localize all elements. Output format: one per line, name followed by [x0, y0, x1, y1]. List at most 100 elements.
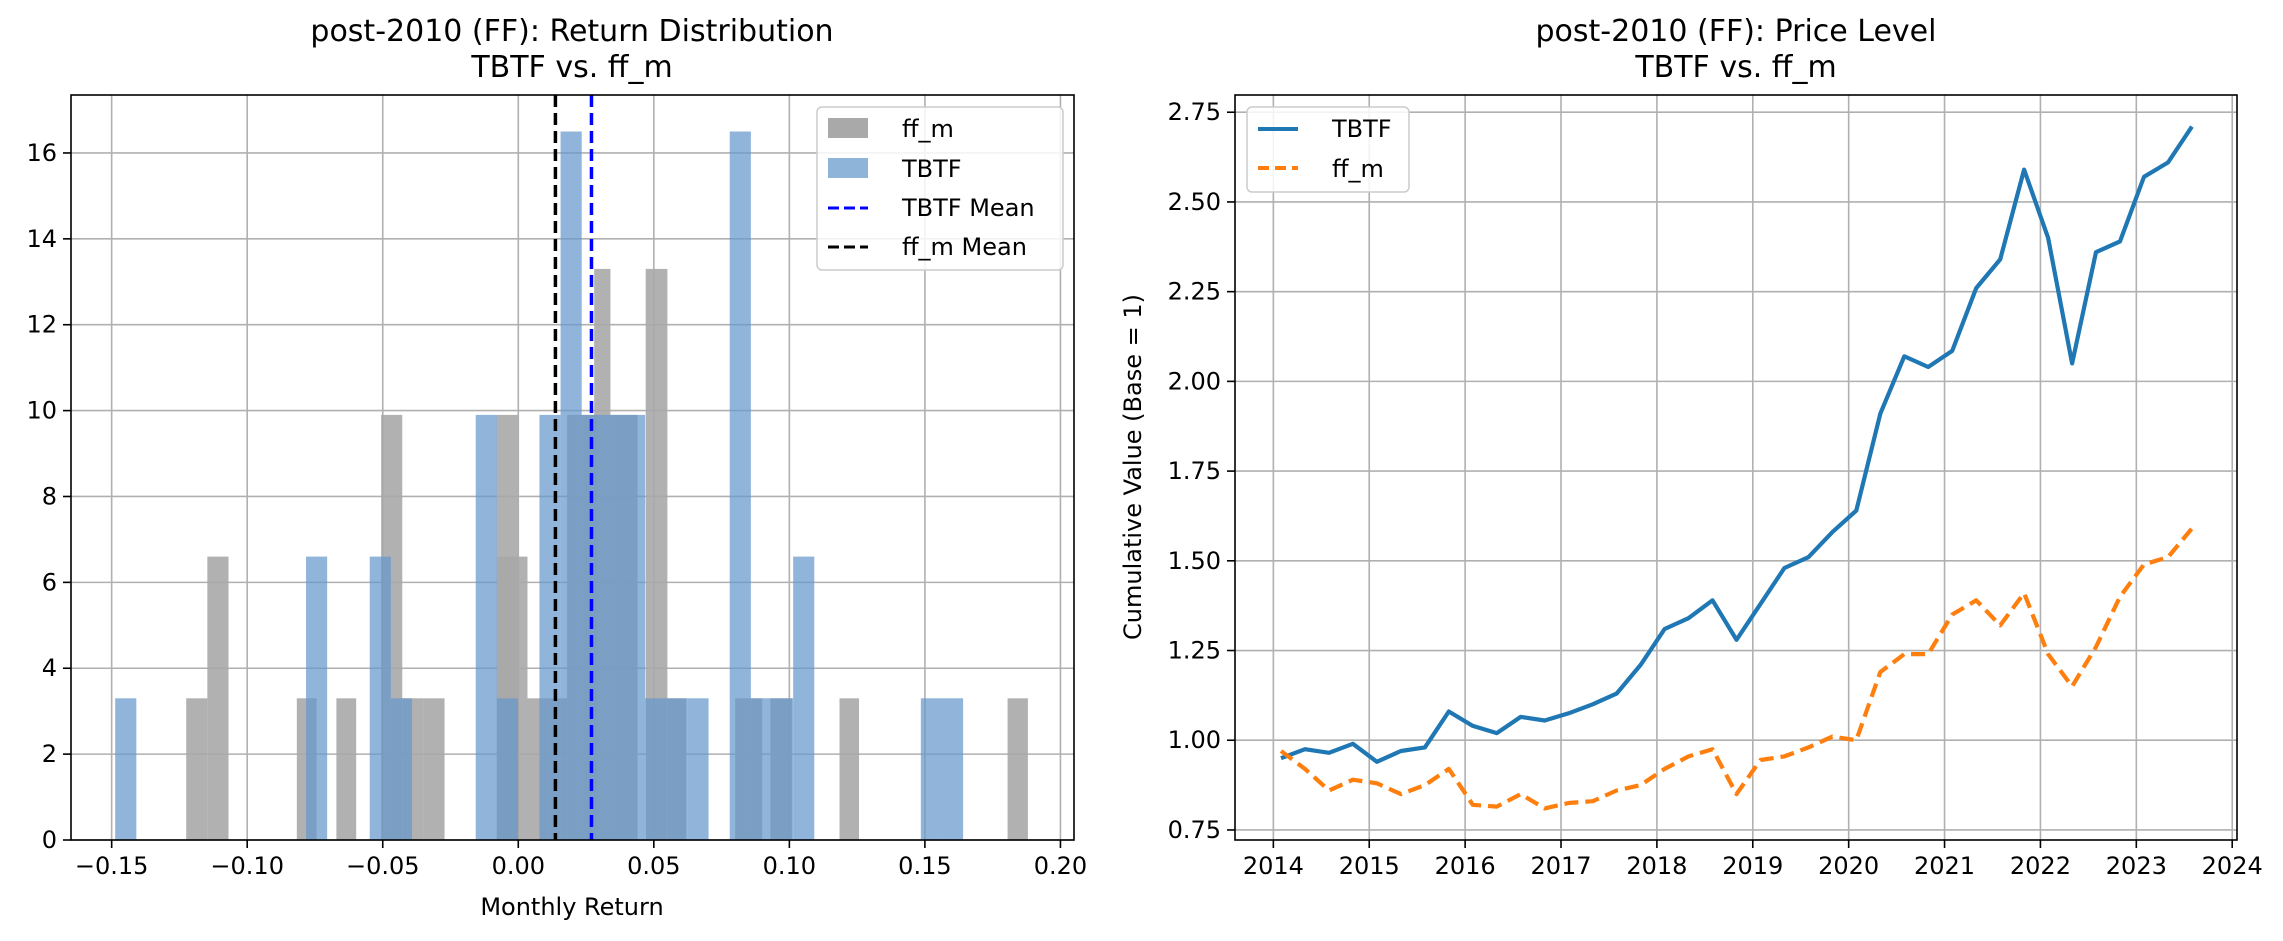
price-x-tick-label-7: 2021 [1914, 852, 1975, 880]
tbtf-bar-4 [475, 414, 497, 840]
legend-swatch-ff-m [828, 118, 868, 138]
x-tick-label-4: 0.05 [627, 852, 680, 880]
tbtf-bar-11 [645, 698, 667, 840]
price-title-line2: TBTF vs. ff_m [1634, 50, 1836, 85]
histogram-panel: post-2010 (FF): Return Distribution TBTF… [26, 14, 1087, 921]
histogram-title-line2: TBTF vs. ff_m [470, 50, 672, 85]
legend-entry-ff-m-line: ff_m [1258, 155, 1384, 183]
price-y-tick-label-3: 1.50 [1168, 547, 1221, 575]
tbtf-bar-5 [496, 698, 519, 840]
price-x-tick-label-10: 2024 [2202, 852, 2263, 880]
histogram-frame [70, 94, 1075, 841]
tbtf-bar-2 [369, 556, 391, 840]
legend-label-tbtf-mean: TBTF Mean [901, 194, 1035, 222]
x-tick-label-3: 0.00 [492, 852, 545, 880]
x-tick-label-6: 0.15 [898, 852, 951, 880]
tbtf-bar-16 [772, 698, 794, 840]
y-tick-label-4: 8 [42, 482, 57, 510]
price-grid [1235, 95, 2237, 840]
tbtf-bar-7 [560, 131, 582, 841]
y-tick-label-5: 10 [26, 397, 57, 425]
tbtf-bar-13 [687, 698, 709, 840]
x-tick-label-2: −0.05 [346, 852, 420, 880]
price-level-panel: post-2010 (FF): Price Level TBTF vs. ff_… [1119, 14, 2263, 880]
price-title-line1: post-2010 (FF): Price Level [1536, 14, 1937, 49]
price-y-tick-label-6: 2.25 [1168, 278, 1221, 306]
histogram-x-ticks: −0.15 −0.10 −0.05 0.00 0.05 0.10 0.15 0.20 [75, 840, 1087, 880]
price-y-ticks: 0.75 1.00 1.25 1.50 1.75 2.00 2.25 2.50 2.75 [1168, 98, 1235, 844]
price-y-tick-label-0: 0.75 [1168, 816, 1221, 844]
legend-entry-tbtf: TBTF [828, 155, 962, 183]
price-x-ticks: 2014 2015 2016 2017 2018 2019 2020 2021 2022 2023… [1243, 840, 2263, 880]
price-x-tick-label-5: 2019 [1722, 852, 1783, 880]
histogram-legend-box [816, 106, 1064, 271]
tbtf-bar-10 [624, 414, 646, 840]
ff-m-bar-18 [839, 698, 860, 840]
y-tick-label-6: 12 [26, 311, 57, 339]
legend-label-tbtf-line: TBTF [1331, 115, 1392, 143]
ff-m-bar-19 [1007, 698, 1028, 840]
ff-m-bar-14 [645, 268, 668, 840]
legend-label-tbtf: TBTF [901, 155, 962, 183]
price-y-axis-label: Cumulative Value (Base = 1) [1119, 294, 1147, 640]
tbtf-bar-15 [750, 698, 773, 840]
ff-m-bar-0 [186, 698, 208, 840]
ff-m-bar-3 [336, 698, 357, 840]
tbtf-series-line [1280, 125, 2194, 764]
y-tick-label-7: 14 [26, 225, 57, 253]
price-x-tick-label-1: 2015 [1339, 852, 1400, 880]
price-x-tick-label-2: 2016 [1435, 852, 1496, 880]
legend-entry-tbtf-mean: TBTF Mean [828, 194, 1035, 222]
histogram-legend: ff_m TBTF TBTF Mean ff_m Mean [816, 106, 1064, 271]
price-x-tick-label-6: 2020 [1818, 852, 1879, 880]
legend-label-ff-m-line: ff_m [1332, 155, 1384, 183]
tbtf-bar-12 [666, 698, 688, 840]
legend-entry-ff-m: ff_m [828, 115, 954, 143]
price-y-tick-label-4: 1.75 [1168, 457, 1221, 485]
mean-lines [553, 95, 594, 840]
price-x-tick-label-8: 2022 [2010, 852, 2071, 880]
histogram-title-line1: post-2010 (FF): Return Distribution [310, 14, 833, 49]
legend-label-ff-m: ff_m [902, 115, 954, 143]
legend-label-ff-m-mean: ff_m Mean [902, 233, 1027, 261]
price-x-tick-label-0: 2014 [1243, 852, 1304, 880]
y-tick-label-0: 0 [42, 826, 57, 854]
tbtf-bar-17 [793, 556, 815, 840]
price-lines [1279, 125, 2194, 811]
tbtf-bar-18 [920, 698, 942, 840]
ff-m-bar-6 [423, 698, 445, 840]
x-tick-label-7: 0.20 [1034, 852, 1087, 880]
tbtf-bar-9 [602, 414, 625, 840]
price-y-tick-label-5: 2.00 [1168, 367, 1221, 395]
legend-entry-ff-m-mean: ff_m Mean [828, 233, 1027, 261]
legend-entry-tbtf-line: TBTF [1258, 115, 1392, 143]
price-y-tick-label-1: 1.00 [1168, 726, 1221, 754]
price-y-tick-label-8: 2.75 [1168, 98, 1221, 126]
ff-m-series-line [1279, 527, 2194, 811]
x-tick-label-5: 0.10 [763, 852, 816, 880]
y-tick-label-1: 2 [42, 740, 57, 768]
legend-swatch-tbtf [828, 158, 868, 178]
tbtf-bar-0 [115, 698, 137, 840]
ff-m-bar-1 [207, 556, 229, 840]
x-tick-label-1: −0.10 [210, 852, 284, 880]
y-tick-label-2: 4 [42, 654, 57, 682]
x-tick-label-0: −0.15 [75, 852, 149, 880]
price-legend: TBTF ff_m [1246, 106, 1410, 193]
price-x-tick-label-4: 2018 [1626, 852, 1687, 880]
tbtf-bar-14 [729, 131, 751, 841]
y-tick-label-3: 6 [42, 568, 57, 596]
price-y-tick-label-7: 2.50 [1168, 188, 1221, 216]
tbtf-bar-19 [941, 698, 964, 840]
price-x-tick-label-3: 2017 [1530, 852, 1591, 880]
tbtf-bars [115, 131, 964, 841]
price-frame [1234, 94, 2238, 841]
histogram-y-ticks: 0 2 4 6 8 10 12 14 16 [26, 139, 71, 854]
tbtf-bar-6 [539, 414, 561, 840]
tbtf-bar-1 [306, 556, 328, 840]
price-y-tick-label-2: 1.25 [1168, 637, 1221, 665]
price-x-tick-label-9: 2023 [2106, 852, 2167, 880]
histogram-x-axis-label: Monthly Return [480, 893, 663, 921]
y-tick-label-8: 16 [26, 139, 57, 167]
tbtf-bar-3 [390, 698, 413, 840]
